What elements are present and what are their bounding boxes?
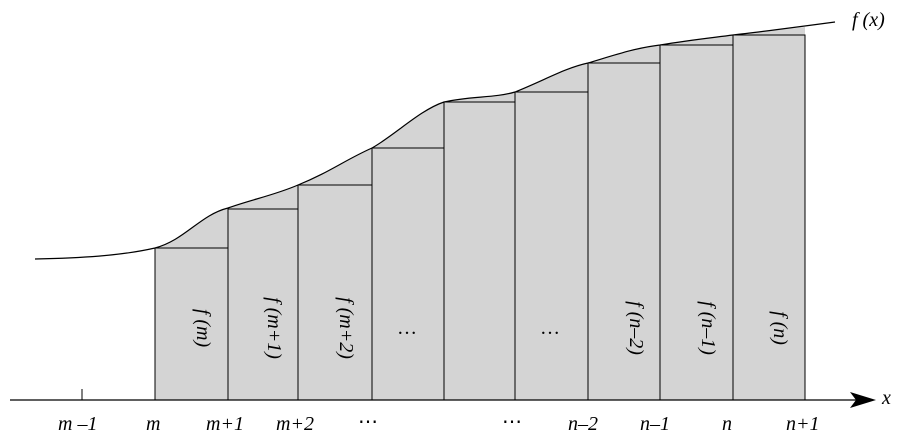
- tick-label-n2: n–2: [568, 413, 598, 435]
- x-axis-label: x: [881, 387, 891, 409]
- tick-label-m: m: [146, 413, 160, 435]
- bar-f-n2: [587, 62, 661, 401]
- bar-label-f-n2: f (n–2): [625, 301, 647, 355]
- curve-f-x: [34, 21, 836, 260]
- bar-dots-1: [371, 147, 445, 401]
- bar-mid: [443, 101, 516, 401]
- bar-label-f-m1: f (m+1): [263, 297, 285, 359]
- tick-label-dots-2: ⋯: [502, 411, 522, 433]
- bar-f-n1: [659, 44, 734, 401]
- bar-f-m2: [297, 184, 373, 401]
- bar-dots-2: [514, 91, 589, 401]
- bar-label-dots-1: …: [397, 317, 417, 339]
- tick-label-n: n: [722, 413, 732, 435]
- bar-f-n: [732, 34, 806, 401]
- tick-label-n1: n–1: [640, 413, 670, 435]
- bar-label-f-n: f (n): [769, 311, 791, 345]
- curve-label: f (x): [852, 9, 885, 31]
- tick-label-m2: m+2: [276, 413, 314, 435]
- x-axis-arrowhead: [850, 392, 876, 408]
- tick-label-m-1: m –1: [58, 413, 97, 435]
- bar-label-f-n1: f (n–1): [697, 301, 719, 355]
- bar-labels: f (m) f (m+1) f (m+2) … … f (n–2) f (n–1…: [192, 297, 791, 359]
- bar-label-dots-2: …: [540, 317, 560, 339]
- bar-f-m1: [227, 208, 299, 401]
- tick-label-m1: m+1: [206, 413, 244, 435]
- tick-label-dots-1: ⋯: [358, 411, 378, 433]
- bar-label-f-m: f (m): [192, 309, 214, 348]
- bar-label-f-m2: f (m+2): [335, 297, 357, 359]
- tick-label-n1p: n+1: [786, 413, 820, 435]
- tick-labels: m –1 m m+1 m+2 ⋯ ⋯ n–2 n–1 n n+1: [58, 411, 820, 435]
- bar-f-m: [154, 247, 229, 401]
